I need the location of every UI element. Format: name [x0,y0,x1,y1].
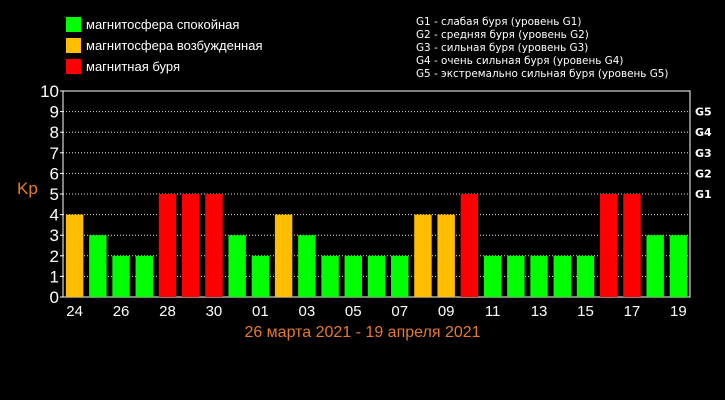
legend-item-storm: магнитная буря [66,56,263,77]
legend-label-active: магнитосфера возбужденная [86,38,263,53]
x-axis-label: 26 марта 2021 - 19 апреля 2021 [244,324,481,341]
y-axis-label: Kp [17,179,38,198]
x-tick-label: 05 [345,303,362,320]
bar [576,255,595,297]
bar [65,214,84,297]
bar [623,194,641,297]
legend-item-active: магнитосфера возбужденная [66,35,263,56]
legend-item-calm: магнитосфера спокойная [66,14,263,35]
bar [669,235,688,297]
bar [228,235,246,297]
storm-level-g4: G4 - очень сильная буря (уровень G4) [416,55,624,67]
bar [135,255,153,297]
legend-swatch-storm [66,59,81,74]
bar [182,194,200,297]
y-tick-label: 7 [50,144,59,163]
bar [646,235,664,297]
bar [553,255,571,297]
storm-level-g2: G2 - средняя буря (уровень G2) [416,29,589,41]
bar [112,255,130,297]
g-level-tick-label: G1 [695,188,712,201]
legend-swatch-active [66,38,81,53]
y-tick-label: 10 [40,82,59,101]
x-tick-label: 09 [438,303,455,320]
x-tick-label: 07 [391,303,408,320]
legend-label-calm: магнитосфера спокойная [86,17,240,32]
bar [321,255,339,297]
x-tick-label: 17 [624,303,641,320]
g-level-tick-label: G4 [695,126,712,139]
g-level-tick-label: G5 [695,106,712,119]
y-tick-label: 8 [50,123,59,142]
bar [507,255,525,297]
x-tick-label: 24 [66,303,83,320]
bar [274,214,293,297]
bar [530,255,548,297]
bar [391,255,409,297]
bar [344,255,362,297]
x-tick-label: 01 [252,303,269,320]
y-tick-label: 2 [50,247,59,266]
bar [437,214,455,297]
bar [158,194,177,297]
bar [298,235,316,297]
g-level-tick-label: G2 [695,167,712,180]
bar [483,255,502,297]
bar [251,255,270,297]
g-level-tick-label: G3 [695,147,712,160]
bar [460,194,479,297]
storm-level-g3: G3 - сильная буря (уровень G3) [416,42,589,54]
bar [205,194,223,297]
storm-level-g1: G1 - слабая буря (уровень G1) [416,16,582,28]
y-tick-label: 3 [50,226,59,245]
y-tick-label: 6 [50,164,59,183]
x-tick-label: 15 [577,303,594,320]
y-tick-label: 1 [50,267,59,286]
y-tick-label: 4 [50,206,59,225]
y-tick-label: 9 [50,103,59,122]
x-tick-label: 11 [485,303,501,320]
storm-level-g5: G5 - экстремально сильная буря (уровень … [416,68,669,80]
x-tick-label: 03 [298,303,315,320]
bar [414,214,432,297]
bar [600,194,618,297]
bar [367,255,386,297]
x-tick-label: 19 [670,303,687,320]
x-tick-label: 26 [113,303,130,320]
legend-label-storm: магнитная буря [86,59,181,74]
legend-swatch-calm [66,17,81,32]
bar [89,235,107,297]
x-tick-label: 13 [531,303,548,320]
x-tick-label: 28 [159,303,176,320]
x-tick-label: 30 [206,303,223,320]
legend: магнитосфера спокойная магнитосфера возб… [66,14,263,77]
y-tick-label: 0 [50,288,59,307]
storm-level-legend: G1 - слабая буря (уровень G1) G2 - средн… [416,16,668,81]
y-tick-label: 5 [50,185,59,204]
